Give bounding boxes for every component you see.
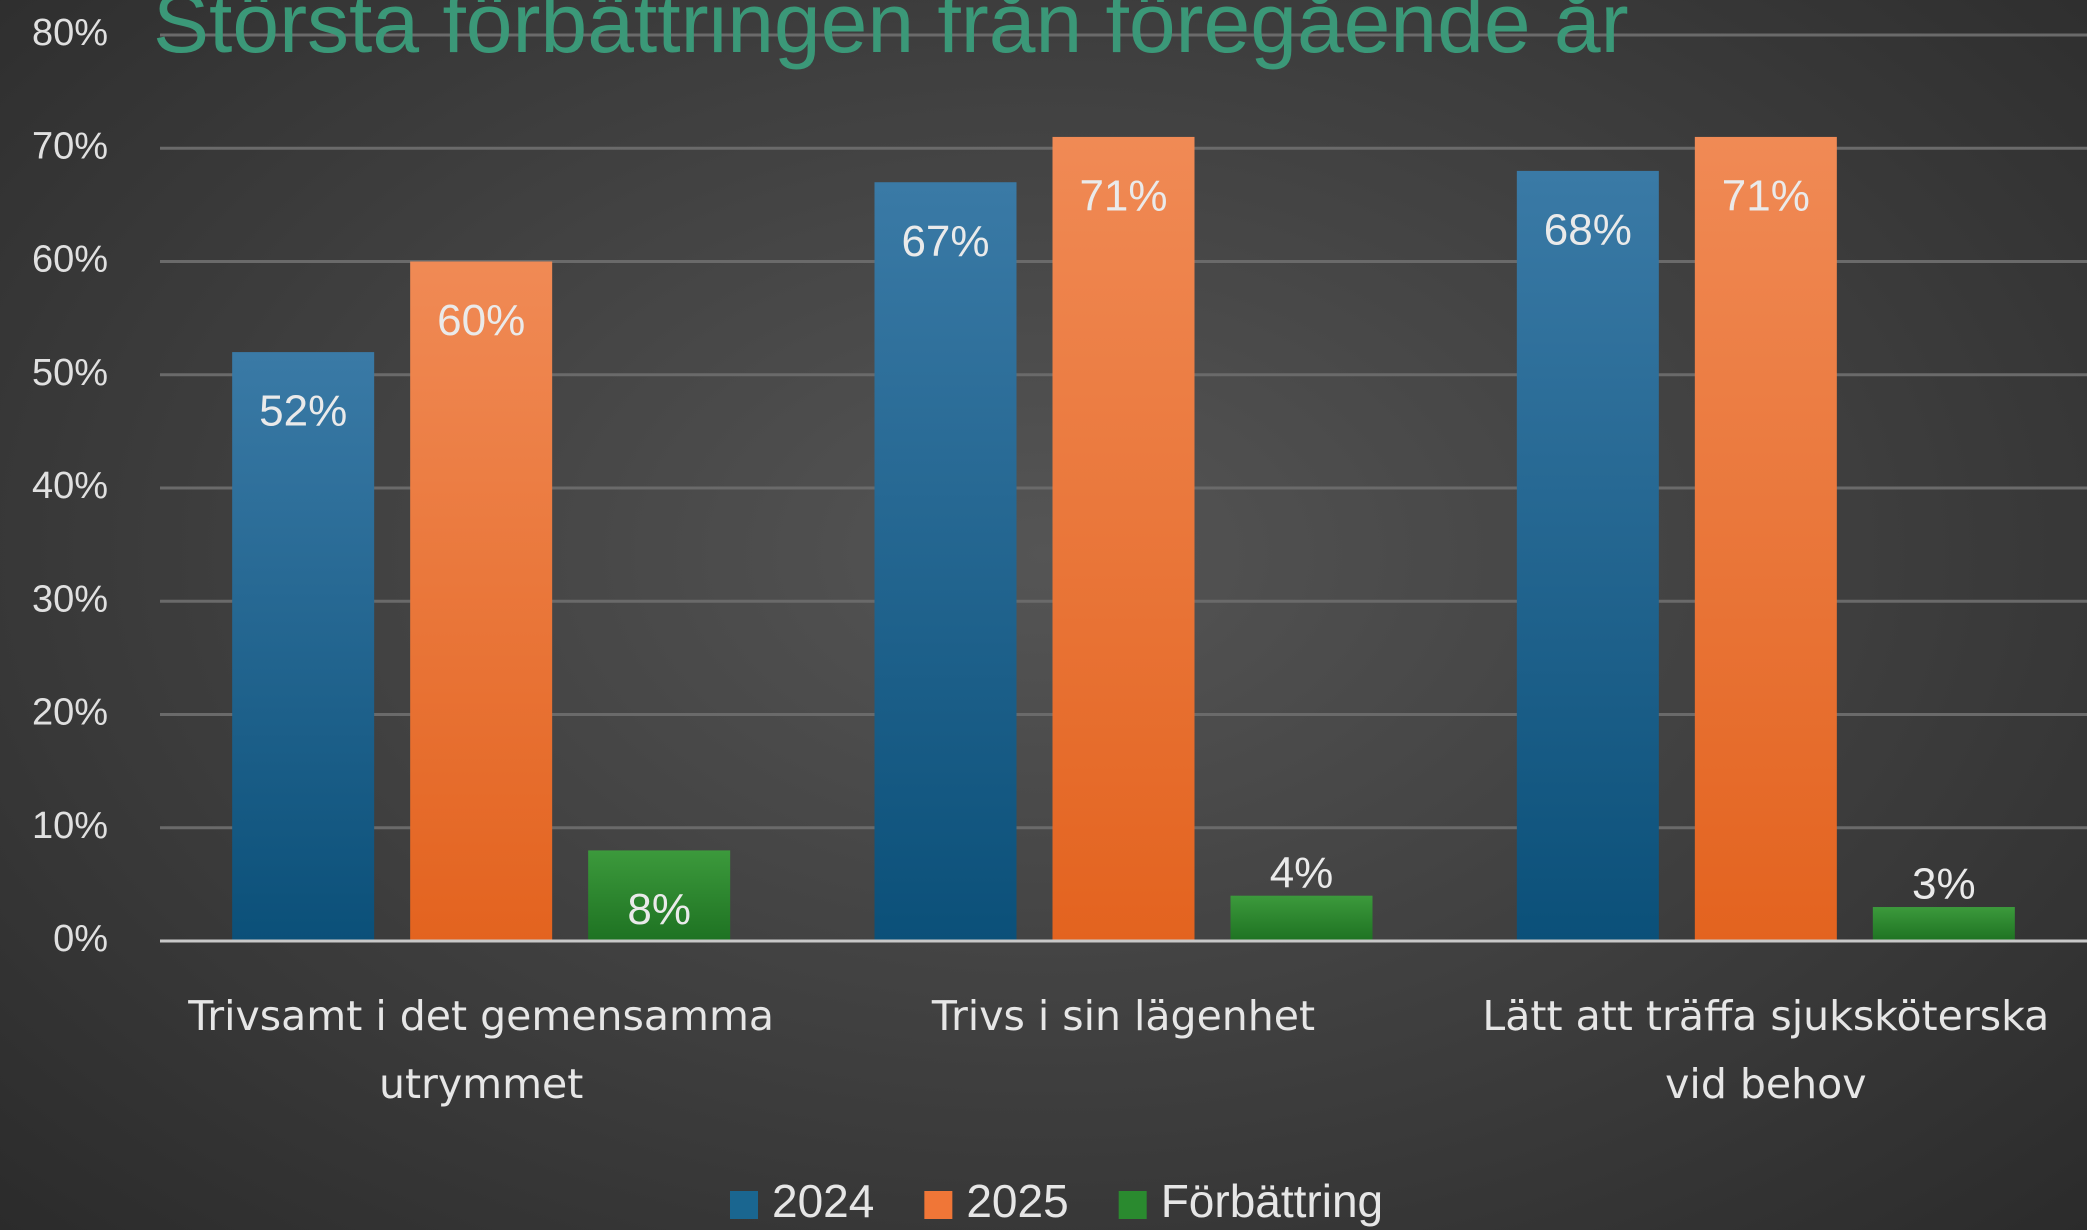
bar (232, 352, 375, 942)
y-tick-label: 30% (32, 578, 108, 620)
legend-swatch (730, 1191, 758, 1219)
chart-title: Största förbättringen från föregående år (153, 0, 1629, 70)
value-label: 52% (259, 387, 347, 436)
y-tick-label: 80% (32, 12, 108, 54)
legend-label: 2025 (966, 1175, 1068, 1227)
value-label: 4% (1270, 848, 1334, 897)
value-label: 71% (1722, 172, 1810, 221)
bar (1230, 895, 1373, 941)
legend-label: Förbättring (1161, 1175, 1383, 1227)
x-tick-label: Trivsamt i det gemensamma utrymmet (188, 992, 775, 1108)
value-label: 68% (1544, 206, 1632, 255)
bar (874, 182, 1017, 942)
y-tick-label: 60% (32, 239, 108, 281)
bars (232, 136, 2015, 942)
x-tick-label: Lätt att träffa sjuksköterska vid behov (1482, 992, 2050, 1108)
value-label: 71% (1079, 172, 1167, 221)
legend-label: 2024 (772, 1175, 874, 1227)
y-tick-label: 40% (32, 465, 108, 507)
bar (410, 261, 553, 941)
value-label: 8% (627, 885, 691, 934)
y-tick-label: 50% (32, 352, 108, 394)
bar (1516, 170, 1659, 941)
legend-swatch (924, 1191, 953, 1219)
legend-swatch (1118, 1191, 1147, 1219)
y-tick-label: 20% (32, 692, 108, 734)
value-label: 67% (901, 217, 989, 266)
value-label: 3% (1912, 860, 1976, 909)
y-tick-label: 70% (32, 125, 108, 167)
y-tick-label: 0% (53, 918, 108, 960)
y-tick-label: 10% (32, 805, 108, 847)
bar (588, 850, 731, 941)
bar (1872, 907, 2015, 941)
bar (1052, 136, 1195, 942)
bar (1694, 136, 1837, 942)
value-label: 60% (437, 296, 525, 345)
x-tick-label: Trivs i sin lägenhet (931, 992, 1316, 1040)
